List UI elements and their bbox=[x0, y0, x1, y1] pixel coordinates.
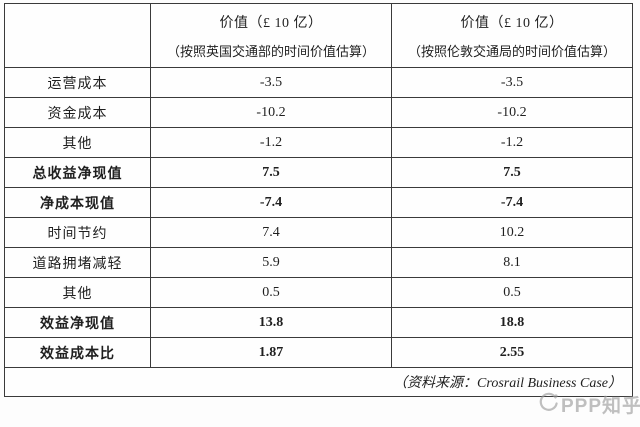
table-row: 资金成本 -10.2 -10.2 bbox=[4, 97, 633, 128]
column-header-dft-title: 价值（£ 10 亿） bbox=[219, 15, 323, 31]
value-tfl: 10.2 bbox=[391, 217, 633, 248]
column-header-tfl: 价值（£ 10 亿） （按照伦敦交通局的时间价值估算） bbox=[391, 3, 633, 68]
value-tfl: 0.5 bbox=[391, 277, 633, 308]
column-header-dft: 价值（£ 10 亿） （按照英国交通部的时间价值估算） bbox=[150, 3, 392, 68]
value-dft: 0.5 bbox=[150, 277, 392, 308]
value-tfl: 7.5 bbox=[391, 157, 633, 188]
row-label: 效益成本比 bbox=[4, 337, 151, 368]
value-dft: -10.2 bbox=[150, 97, 392, 128]
row-label: 效益净现值 bbox=[4, 307, 151, 338]
column-header-tfl-title: 价值（£ 10 亿） bbox=[460, 15, 564, 31]
value-tfl: -3.5 bbox=[391, 67, 633, 98]
row-label: 时间节约 bbox=[4, 217, 151, 248]
column-header-tfl-subtitle: （按照伦敦交通局的时间价值估算） bbox=[407, 43, 616, 59]
table-row: 其他 -1.2 -1.2 bbox=[4, 127, 633, 158]
value-dft: -3.5 bbox=[150, 67, 392, 98]
value-dft: 7.5 bbox=[150, 157, 392, 188]
source-note: （资料来源：Crosrail Business Case） bbox=[4, 367, 633, 397]
value-tfl: -7.4 bbox=[391, 187, 633, 218]
column-header-dft-subtitle: （按照英国交通部的时间价值估算） bbox=[166, 43, 375, 59]
value-tfl: 2.55 bbox=[391, 337, 633, 368]
table-row: 道路拥堵减轻 5.9 8.1 bbox=[4, 247, 633, 278]
row-label: 运营成本 bbox=[4, 67, 151, 98]
table-row: 运营成本 -3.5 -3.5 bbox=[4, 67, 633, 98]
value-tfl: -1.2 bbox=[391, 127, 633, 158]
source-row: （资料来源：Crosrail Business Case） bbox=[4, 367, 633, 397]
table-row: 时间节约 7.4 10.2 bbox=[4, 217, 633, 248]
value-tfl: -10.2 bbox=[391, 97, 633, 128]
row-label: 其他 bbox=[4, 277, 151, 308]
row-label: 总收益净现值 bbox=[4, 157, 151, 188]
row-label: 道路拥堵减轻 bbox=[4, 247, 151, 278]
value-tfl: 18.8 bbox=[391, 307, 633, 338]
table-body: 运营成本 -3.5 -3.5 资金成本 -10.2 -10.2 其他 -1.2 … bbox=[4, 67, 633, 368]
value-dft: -1.2 bbox=[150, 127, 392, 158]
value-dft: 1.87 bbox=[150, 337, 392, 368]
table-row: 效益净现值 13.8 18.8 bbox=[4, 307, 633, 338]
value-dft: 13.8 bbox=[150, 307, 392, 338]
table-row: 效益成本比 1.87 2.55 bbox=[4, 337, 633, 368]
header-row: 价值（£ 10 亿） （按照英国交通部的时间价值估算） 价值（£ 10 亿） （… bbox=[4, 3, 633, 68]
crossrail-value-table: 价值（£ 10 亿） （按照英国交通部的时间价值估算） 价值（£ 10 亿） （… bbox=[4, 3, 633, 397]
value-dft: 5.9 bbox=[150, 247, 392, 278]
row-label: 资金成本 bbox=[4, 97, 151, 128]
value-dft: -7.4 bbox=[150, 187, 392, 218]
value-tfl: 8.1 bbox=[391, 247, 633, 278]
header-empty-cell bbox=[4, 3, 151, 68]
value-dft: 7.4 bbox=[150, 217, 392, 248]
table-row: 净成本现值 -7.4 -7.4 bbox=[4, 187, 633, 218]
row-label: 净成本现值 bbox=[4, 187, 151, 218]
table-row: 总收益净现值 7.5 7.5 bbox=[4, 157, 633, 188]
table-row: 其他 0.5 0.5 bbox=[4, 277, 633, 308]
row-label: 其他 bbox=[4, 127, 151, 158]
